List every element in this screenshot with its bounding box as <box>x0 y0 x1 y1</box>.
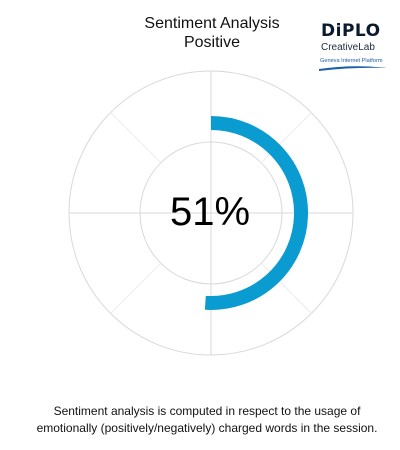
chart-subtitle: Positive <box>183 34 241 51</box>
diplo-logo: DiPLO CreativeLab Geneva Internet Platfo… <box>318 22 390 74</box>
footnote-text: Sentiment analysis is computed in respec… <box>36 404 378 435</box>
grid-spoke <box>260 262 312 314</box>
chart-title: Sentiment Analysis <box>144 15 280 32</box>
grid-spoke <box>110 262 162 314</box>
logo-subtitle: CreativeLab <box>321 42 375 53</box>
grid-spoke <box>260 112 312 164</box>
center-value: 51% <box>169 190 251 234</box>
logo-tagline: Geneva Internet Platform <box>320 58 383 64</box>
value-arc <box>204 116 309 310</box>
logo-wordmark: DiPLO <box>321 21 381 41</box>
grid-spoke <box>110 112 162 164</box>
chart-title-block: Sentiment Analysis Positive <box>112 14 312 52</box>
logo-swoosh-icon <box>319 66 387 71</box>
